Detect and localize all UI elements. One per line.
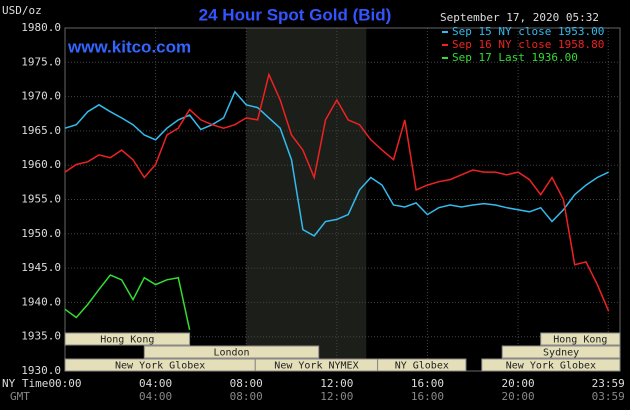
y-tick-label: 1965.0 <box>21 124 61 137</box>
x-tick-label: 16:00 <box>411 377 444 390</box>
series-line <box>64 274 191 330</box>
y-tick-label: 1930.0 <box>21 364 61 377</box>
session-bar <box>481 358 621 372</box>
y-tick-label: 1945.0 <box>21 261 61 274</box>
y-tick-label: 1940.0 <box>21 295 61 308</box>
session-label: NY Globex <box>395 361 449 372</box>
x-tick-label: 23:59 <box>592 377 625 390</box>
gmt-tick-label: 08:00 <box>230 390 263 403</box>
gmt-tick-label: 03:59 <box>592 390 625 403</box>
watermark: www.kitco.com <box>67 37 191 56</box>
x-tick-label: 12:00 <box>320 377 353 390</box>
highlight-band <box>246 28 367 371</box>
y-tick-label: 1970.0 <box>21 90 61 103</box>
gmt-tick-label: 16:00 <box>411 390 444 403</box>
y-tick-label: 1950.0 <box>21 227 61 240</box>
session-label: New York Globex <box>115 361 205 372</box>
legend-label: Sep 16 NY close 1958.80 <box>452 38 604 51</box>
session-label: Hong Kong <box>553 335 607 346</box>
gmt-tick-label: 20:00 <box>501 390 534 403</box>
x-tick-label: 20:00 <box>501 377 534 390</box>
x-tick-label: 00:00 <box>48 377 81 390</box>
series-line <box>64 72 610 312</box>
timestamp: September 17, 2020 05:32 <box>440 11 599 24</box>
session-label: New York NYMEX <box>274 361 358 372</box>
session-bar <box>377 358 467 372</box>
series-line <box>64 90 610 237</box>
session-bar <box>143 345 320 359</box>
gmt-tick-label: 12:00 <box>320 390 353 403</box>
x-tick-label: 08:00 <box>230 377 263 390</box>
legend-label: Sep 17 Last 1936.00 <box>452 51 578 64</box>
legend-label: Sep 15 NY close 1953.00 <box>452 25 604 38</box>
chart-title: 24 Hour Spot Gold (Bid) <box>199 5 392 24</box>
session-bar <box>501 345 621 359</box>
y-tick-label: 1975.0 <box>21 55 61 68</box>
session-label: New York Globex <box>506 361 596 372</box>
session-bar <box>540 332 621 346</box>
session-label: Sydney <box>543 348 579 359</box>
y-axis-label: USD/oz <box>2 4 42 17</box>
y-tick-label: 1935.0 <box>21 330 61 343</box>
y-tick-label: 1955.0 <box>21 193 61 206</box>
session-label: London <box>213 348 249 359</box>
x-row-label: GMT <box>10 390 30 403</box>
x-row-label: NY Time <box>2 377 48 390</box>
y-tick-label: 1980.0 <box>21 21 61 34</box>
gmt-tick-label: 04:00 <box>139 390 172 403</box>
session-label: Hong Kong <box>100 335 154 346</box>
y-tick-label: 1960.0 <box>21 158 61 171</box>
session-bar <box>64 332 191 346</box>
x-tick-label: 04:00 <box>139 377 172 390</box>
